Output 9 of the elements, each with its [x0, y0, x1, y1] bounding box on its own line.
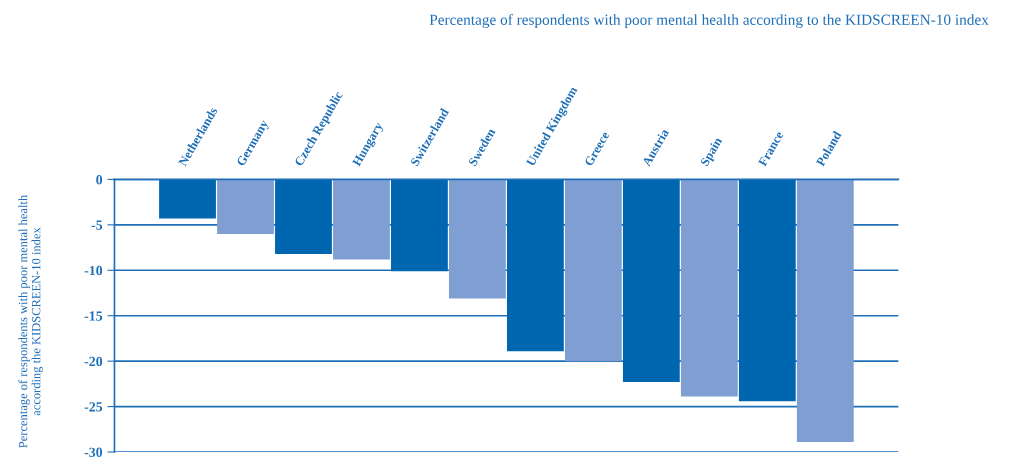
- y-tick-label: -20: [84, 356, 103, 367]
- y-tick-label: 0: [96, 174, 103, 185]
- y-tick-label: -15: [84, 311, 103, 321]
- y-tick-label: -10: [84, 265, 103, 276]
- y-axis-title: Percentage of respondents with poor mental health according the KIDSCREEN-10 index: [18, 195, 43, 448]
- y-tick-label: -5: [91, 220, 103, 230]
- chart-title: Percentage of respondents with poor mental health according to the KIDSCREEN-10 index: [429, 13, 989, 29]
- y-tick-label: -25: [84, 402, 103, 412]
- y-tick-label: -30: [84, 447, 103, 457]
